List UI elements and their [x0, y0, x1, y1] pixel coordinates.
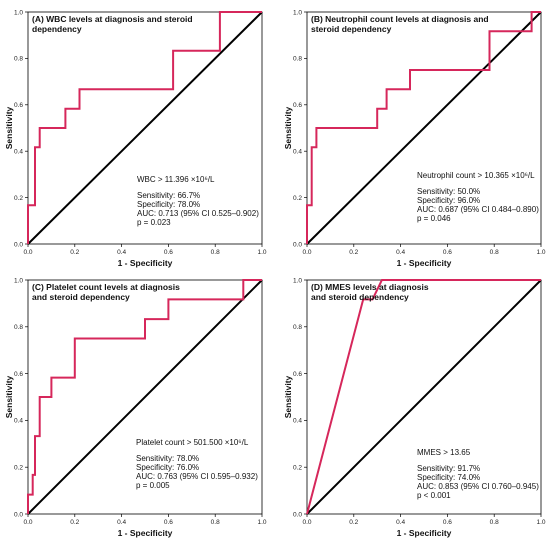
y-tick-label: 1.0 — [14, 9, 23, 16]
x-tick-label: 0.4 — [117, 519, 126, 526]
y-tick-label: 0.8 — [14, 324, 23, 331]
y-axis-label: Sensitivity — [283, 106, 293, 149]
x-tick-label: 0.6 — [443, 249, 452, 256]
y-tick-label: 0.6 — [293, 371, 302, 378]
stat-annotation: Platelet count > 501.500 ×10⁶/L — [136, 438, 249, 447]
roc-panel-3: 0.0 0.2 0.4 0.6 0.8 1.0 0.0 0.2 0.4 0.6 0.8 1.0 1 - … — [4, 277, 267, 538]
stat-annotation: Sensitivity: 91.7% — [417, 464, 480, 473]
y-tick-label: 1.0 — [14, 277, 23, 284]
x-axis-label: 1 - Specificity — [118, 258, 173, 268]
y-tick-label: 0.0 — [293, 241, 302, 248]
x-tick-label: 0.0 — [23, 249, 32, 256]
y-tick-label: 0.8 — [293, 56, 302, 63]
roc-curve — [27, 11, 262, 244]
panel-title: and steroid dependency — [311, 292, 409, 302]
stat-annotation: MMES > 13.65 — [417, 448, 471, 457]
x-tick-label: 1.0 — [257, 519, 266, 526]
x-tick-label: 0.8 — [211, 519, 220, 526]
panel-title: (B) Neutrophil count levels at diagnosis… — [311, 14, 489, 24]
panel-title: (C) Platelet count levels at diagnosis — [32, 282, 180, 292]
x-tick-label: 0.8 — [490, 249, 499, 256]
y-tick-label: 0.2 — [293, 465, 302, 472]
y-tick-label: 0.2 — [14, 195, 23, 202]
y-axis-label: Sensitivity — [283, 375, 293, 418]
roc-curve — [306, 11, 541, 244]
roc-curve — [306, 279, 541, 515]
panel-title: (A) WBC levels at diagnosis and steroid — [32, 14, 193, 24]
y-tick-label: 0.6 — [14, 371, 23, 378]
x-tick-label: 0.6 — [443, 519, 452, 526]
stat-annotation: p = 0.046 — [417, 214, 451, 223]
x-tick-label: 1.0 — [536, 519, 545, 526]
y-tick-label: 0.0 — [293, 511, 302, 518]
x-tick-label: 0.0 — [302, 249, 311, 256]
y-tick-label: 0.8 — [14, 56, 23, 63]
y-tick-label: 1.0 — [293, 9, 302, 16]
stat-annotation: Sensitivity: 66.7% — [137, 191, 200, 200]
reference-diagonal — [306, 279, 542, 515]
stat-annotation: AUC: 0.687 (95% CI 0.484–0.890) — [417, 205, 539, 214]
panel-title: and steroid dependency — [32, 292, 130, 302]
roc-panel-4: 0.0 0.2 0.4 0.6 0.8 1.0 0.0 0.2 0.4 0.6 0.8 1.0 1 - … — [283, 277, 546, 538]
stat-annotation: Specificity: 96.0% — [417, 196, 480, 205]
panel-title: steroid dependency — [311, 24, 392, 34]
stat-annotation: WBC > 11.396 ×10⁶/L — [137, 175, 215, 184]
y-tick-label: 0.0 — [14, 511, 23, 518]
x-tick-label: 0.0 — [23, 519, 32, 526]
stat-annotation: Specificity: 76.0% — [136, 463, 199, 472]
x-tick-label: 0.4 — [117, 249, 126, 256]
stat-annotation: Specificity: 78.0% — [137, 200, 200, 209]
y-tick-label: 0.2 — [14, 465, 23, 472]
x-tick-label: 0.2 — [349, 249, 358, 256]
x-tick-label: 0.2 — [349, 519, 358, 526]
stat-annotation: Neutrophil count > 10.365 ×10⁶/L — [417, 171, 535, 180]
y-tick-label: 0.0 — [14, 241, 23, 248]
stat-annotation: AUC: 0.763 (95% CI 0.595–0.932) — [136, 472, 258, 481]
x-tick-label: 0.6 — [164, 249, 173, 256]
y-tick-label: 0.8 — [293, 324, 302, 331]
x-axis-label: 1 - Specificity — [397, 528, 452, 538]
stat-annotation: Sensitivity: 50.0% — [417, 187, 480, 196]
x-tick-label: 0.2 — [70, 249, 79, 256]
panel-title: (D) MMES levels at diagnosis — [311, 282, 429, 292]
x-tick-label: 0.8 — [211, 249, 220, 256]
y-tick-label: 0.2 — [293, 195, 302, 202]
y-tick-label: 1.0 — [293, 277, 302, 284]
reference-diagonal — [27, 279, 263, 515]
x-axis-label: 1 - Specificity — [397, 258, 452, 268]
reference-diagonal — [27, 11, 263, 245]
reference-diagonal — [306, 11, 542, 245]
stat-annotation: p = 0.005 — [136, 481, 170, 490]
x-tick-label: 0.0 — [302, 519, 311, 526]
y-axis-label: Sensitivity — [4, 106, 14, 149]
y-axis-label: Sensitivity — [4, 375, 14, 418]
x-tick-label: 1.0 — [536, 249, 545, 256]
roc-curve — [27, 279, 262, 514]
panel-title: dependency — [32, 24, 82, 34]
y-tick-label: 0.4 — [293, 418, 302, 425]
roc-panel-1: 0.0 0.2 0.4 0.6 0.8 1.0 0.0 0.2 0.4 0.6 0.8 1.0 1 - … — [4, 9, 267, 268]
stat-annotation: AUC: 0.713 (95% CI 0.525–0.902) — [137, 209, 259, 218]
stat-annotation: p < 0.001 — [417, 491, 451, 500]
x-tick-label: 1.0 — [257, 249, 266, 256]
x-tick-label: 0.2 — [70, 519, 79, 526]
x-tick-label: 0.4 — [396, 249, 405, 256]
x-axis-label: 1 - Specificity — [118, 528, 173, 538]
stat-annotation: Sensitivity: 78.0% — [136, 454, 199, 463]
y-tick-label: 0.6 — [293, 102, 302, 109]
y-tick-label: 0.4 — [14, 149, 23, 156]
x-tick-label: 0.4 — [396, 519, 405, 526]
y-tick-label: 0.4 — [293, 149, 302, 156]
stat-annotation: Specificity: 74.0% — [417, 473, 480, 482]
x-tick-label: 0.8 — [490, 519, 499, 526]
roc-panel-2: 0.0 0.2 0.4 0.6 0.8 1.0 0.0 0.2 0.4 0.6 0.8 1.0 1 - … — [283, 9, 546, 268]
x-tick-label: 0.6 — [164, 519, 173, 526]
stat-annotation: p = 0.023 — [137, 218, 171, 227]
y-tick-label: 0.6 — [14, 102, 23, 109]
y-tick-label: 0.4 — [14, 418, 23, 425]
stat-annotation: AUC: 0.853 (95% CI 0.760–0.945) — [417, 482, 539, 491]
